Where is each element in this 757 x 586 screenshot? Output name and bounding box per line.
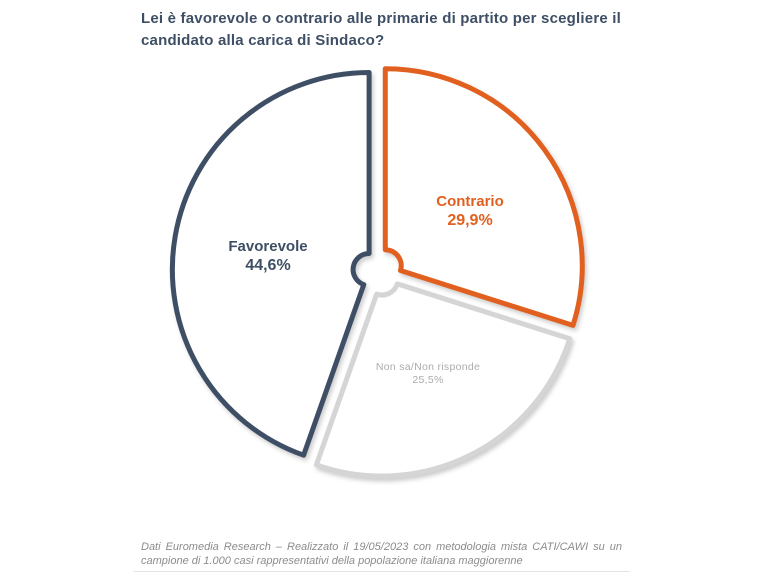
divider-line (133, 571, 630, 572)
pie-slice-favorevole (169, 70, 372, 458)
pie-slice-non-sa-non-risponde (313, 281, 573, 479)
source-note: Dati Euromedia Research – Realizzato il … (141, 541, 622, 567)
pie-slice-contrario (382, 66, 585, 328)
page-title: Lei è favorevole o contrario alle primar… (141, 10, 621, 49)
